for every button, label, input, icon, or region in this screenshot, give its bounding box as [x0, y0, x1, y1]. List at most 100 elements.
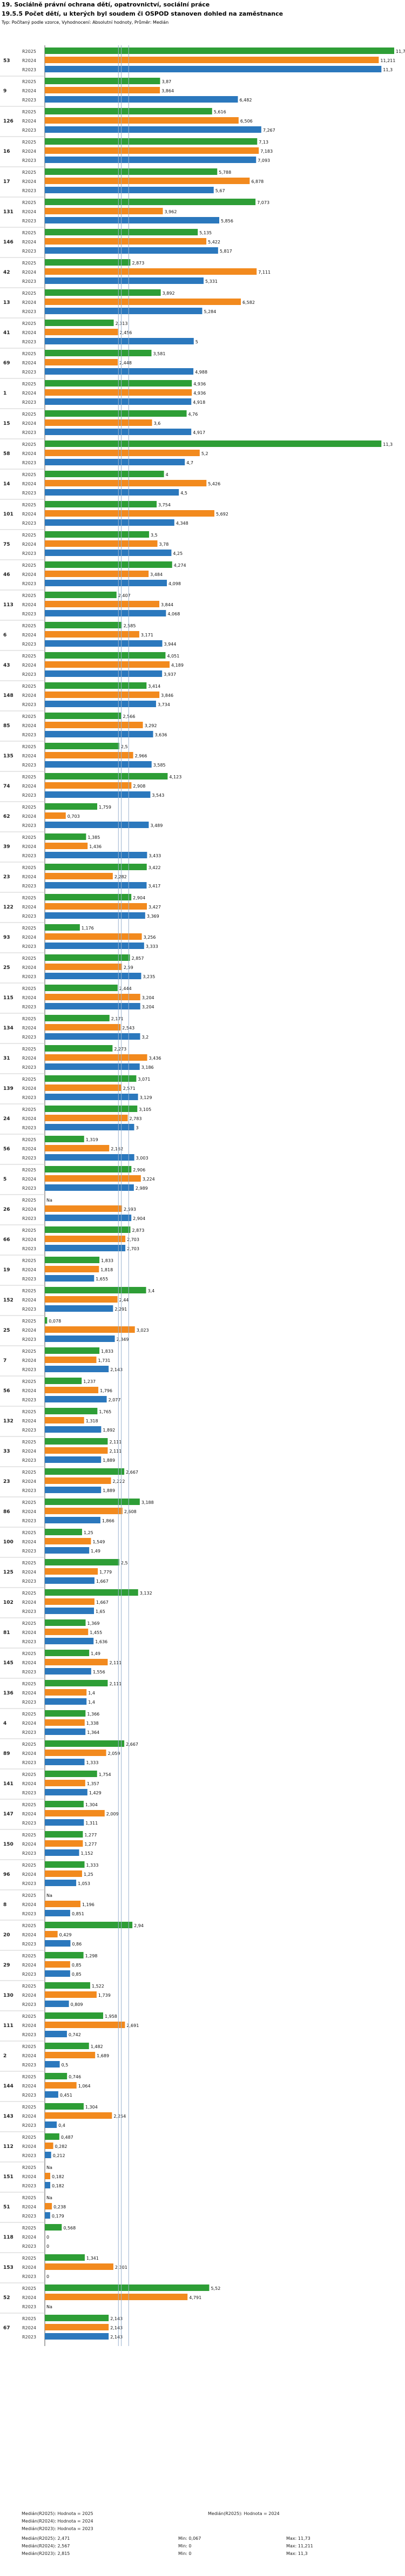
value-label: 2,908 [133, 784, 145, 789]
category-label: 1 [3, 391, 6, 396]
series-label: R2025 [22, 2044, 36, 2049]
category-label: 111 [3, 2023, 14, 2029]
bar-r2024 [45, 1477, 111, 1484]
series-label: R2025 [22, 1863, 36, 1868]
value-label: 3,171 [141, 633, 153, 638]
bar-r2024 [45, 2203, 52, 2209]
bar-r2024 [45, 601, 160, 607]
series-label: R2025 [22, 593, 36, 598]
value-label: 2,143 [110, 1367, 123, 1372]
series-label: R2024 [22, 784, 36, 789]
value-label: 3,892 [163, 291, 175, 296]
series-label: R2025 [22, 1168, 36, 1172]
bar-r2025 [45, 1952, 84, 1958]
bar-r2025 [45, 924, 80, 931]
bar-r2024 [45, 661, 170, 668]
value-label: 0,429 [59, 1933, 72, 1937]
value-label: 3,105 [139, 1107, 151, 1112]
series-label: R2024 [22, 1449, 36, 1454]
category-label: 56 [3, 1388, 10, 1394]
value-label: 1,65 [96, 1609, 105, 1614]
value-label: 2,703 [127, 1237, 139, 1242]
value-label: 1,366 [87, 1712, 99, 1717]
category-label: 9 [3, 89, 6, 94]
series-label: R2025 [22, 49, 36, 54]
series-label: R2024 [22, 482, 36, 486]
bar-r2024 [45, 1115, 128, 1121]
value-label: 3,4 [148, 1289, 155, 1293]
category-label: 23 [3, 875, 10, 880]
value-label: 1,277 [84, 1842, 97, 1847]
bar-r2023 [45, 1970, 70, 1977]
bar-r2023 [45, 96, 238, 103]
series-label: R2023 [22, 1186, 36, 1191]
value-label: 3,484 [150, 572, 163, 577]
bar-r2023 [45, 157, 256, 163]
bar-r2024 [45, 2143, 53, 2149]
value-label: 11,3 [383, 442, 393, 447]
bar-r2025 [45, 1861, 85, 1868]
series-label: R2024 [22, 1147, 36, 1151]
value-label: 2,593 [124, 1207, 136, 1212]
bar-r2023 [45, 338, 194, 344]
value-label: 0,5 [62, 2063, 69, 2067]
max-r2023: Max: 11,3 [286, 2551, 308, 2556]
series-label: R2025 [22, 1651, 36, 1656]
value-label: 7,111 [258, 270, 271, 275]
series-label: R2023 [22, 1367, 36, 1372]
bar-r2023 [45, 2333, 109, 2340]
value-label: 0 [46, 2235, 49, 2240]
value-label: 3 [136, 1126, 138, 1130]
bar-r2024 [45, 1568, 98, 1575]
bar-r2023 [45, 882, 147, 889]
value-label: 2,966 [135, 754, 147, 758]
series-label: R2023 [22, 2335, 36, 2340]
value-label: 0 [46, 2244, 49, 2249]
series-label: R2023 [22, 1216, 36, 1221]
category-label: 2 [3, 2053, 6, 2059]
bar-r2024 [45, 450, 200, 456]
value-label: 6,582 [242, 300, 255, 305]
series-label: R2023 [22, 1398, 36, 1402]
series-label: R2024 [22, 1388, 36, 1393]
bar-r2025 [45, 1650, 90, 1656]
bar-r2023 [45, 822, 149, 828]
bar-r2023 [45, 2001, 69, 2007]
series-label: R2023 [22, 1428, 36, 1433]
series-label: R2025 [22, 1772, 36, 1777]
series-label: R2023 [22, 884, 36, 889]
category-label: 6 [3, 633, 6, 638]
series-label: R2024 [22, 58, 36, 63]
bar-r2024 [45, 2324, 109, 2330]
category-label: 67 [3, 2326, 10, 2331]
bar-r2024 [45, 903, 147, 910]
category-label: 56 [3, 1147, 10, 1152]
series-label: R2024 [22, 1872, 36, 1877]
series-label: R2024 [22, 330, 36, 335]
category-label: 144 [3, 2084, 14, 2089]
value-label: 5,135 [199, 231, 212, 235]
series-label: R2024 [22, 935, 36, 940]
value-label: 2,222 [113, 1479, 125, 1484]
bar-r2025 [45, 1136, 84, 1142]
series-label: R2024 [22, 512, 36, 517]
bar-r2023 [45, 943, 144, 949]
value-label: 0,742 [69, 2032, 81, 2037]
value-label: 5,67 [215, 188, 225, 193]
bar-r2024 [45, 1508, 123, 1514]
series-label: R2025 [22, 261, 36, 266]
series-label: R2025 [22, 170, 36, 175]
series-label: R2025 [22, 1077, 36, 1082]
bar-r2023 [45, 2091, 58, 2098]
value-label: 3,581 [153, 351, 166, 356]
value-label: 1,731 [98, 1358, 110, 1363]
series-label: R2025 [22, 351, 36, 356]
value-label: 11,211 [380, 58, 395, 63]
bar-r2024 [45, 1326, 135, 1333]
series-label: R2025 [22, 1319, 36, 1324]
value-label: 2,162 [111, 1147, 123, 1151]
value-label: 3,204 [142, 995, 154, 1000]
category-label: 16 [3, 149, 10, 154]
value-label: 2,873 [132, 1228, 144, 1233]
value-label: 4,918 [193, 400, 205, 405]
